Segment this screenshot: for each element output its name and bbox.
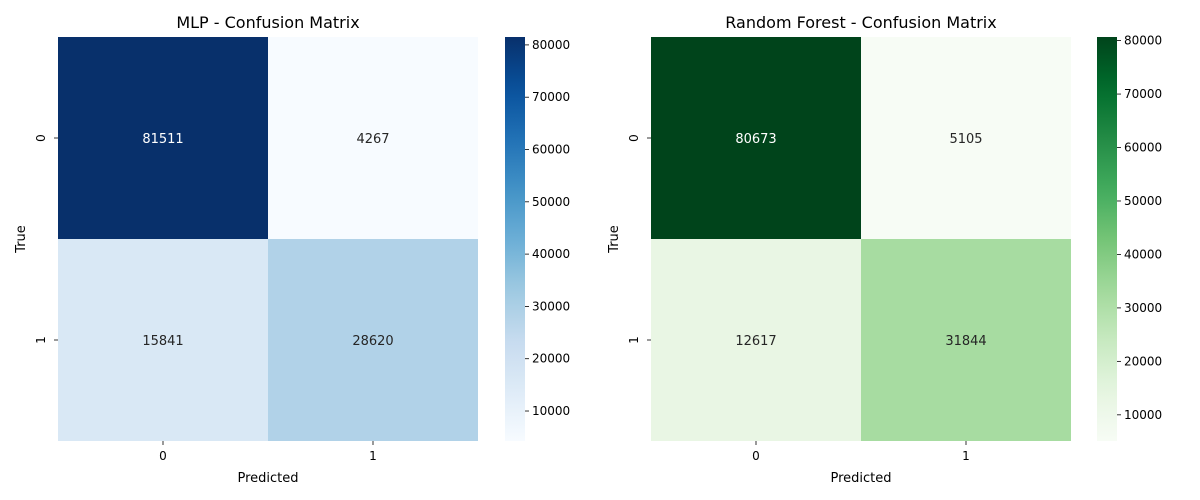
mlp-y-axis-label: True [14, 225, 29, 254]
rf-y-tick-label: 0 [627, 134, 641, 142]
mlp-heatmap: MLP - Confusion Matrix 81511 4267 15841 2862… [14, 13, 570, 486]
rf-x-axis-label: Predicted [830, 471, 891, 486]
rf-colorbar-tick-label: 30000 [1124, 301, 1162, 315]
mlp-cell-label-1-0: 15841 [142, 334, 183, 349]
rf-cell-label-0-0: 80673 [735, 132, 776, 147]
mlp-x-tick-label: 1 [369, 449, 377, 463]
mlp-cell-label-0-0: 81511 [142, 132, 183, 147]
rf-colorbar-tick-label: 40000 [1124, 247, 1162, 261]
mlp-y-tick-label: 1 [34, 336, 48, 344]
mlp-colorbar-tick-label: 30000 [532, 299, 570, 313]
mlp-colorbar-tick-label: 50000 [532, 195, 570, 209]
mlp-colorbar-tick-label: 70000 [532, 90, 570, 104]
rf-colorbar-tick-label: 20000 [1124, 354, 1162, 368]
mlp-colorbar-tick-label: 40000 [532, 247, 570, 261]
mlp-cell-0-1 [268, 37, 478, 239]
rf-colorbar-tick-label: 60000 [1124, 141, 1162, 155]
rf-cell-label-1-1: 31844 [945, 334, 986, 349]
mlp-cell-1-1 [268, 239, 478, 441]
mlp-y-tick-label: 0 [34, 134, 48, 142]
mlp-cell-0-0 [58, 37, 268, 239]
mlp-colorbar-tick-label: 80000 [532, 38, 570, 52]
rf-colorbar-tick-label: 50000 [1124, 194, 1162, 208]
mlp-x-tick-label: 0 [159, 449, 167, 463]
mlp-cell-label-0-1: 4267 [356, 132, 389, 147]
mlp-cell-1-0 [58, 239, 268, 441]
rf-colorbar-tick-label: 10000 [1124, 408, 1162, 422]
rf-cell-0-1 [861, 37, 1071, 239]
rf-cell-label-1-0: 12617 [735, 334, 776, 349]
mlp-colorbar [505, 37, 525, 441]
rf-colorbar [1097, 37, 1117, 441]
rf-colorbar-tick-label: 70000 [1124, 87, 1162, 101]
rf-x-tick-label: 1 [962, 449, 970, 463]
rf-y-tick-label: 1 [627, 336, 641, 344]
rf-cell-0-0 [651, 37, 861, 239]
rf-cell-label-0-1: 5105 [949, 132, 982, 147]
mlp-cell-label-1-1: 28620 [352, 334, 393, 349]
rf-title: Random Forest - Confusion Matrix [725, 13, 996, 32]
mlp-colorbar-tick-label: 10000 [532, 404, 570, 418]
rf-heatmap: Random Forest - Confusion Matrix 80673 510… [607, 13, 1162, 486]
mlp-colorbar-tick-label: 20000 [532, 352, 570, 366]
mlp-x-axis-label: Predicted [237, 471, 298, 486]
rf-y-axis-label: True [607, 225, 622, 254]
rf-cell-1-0 [651, 239, 861, 441]
rf-cell-1-1 [861, 239, 1071, 441]
rf-x-tick-label: 0 [752, 449, 760, 463]
mlp-title: MLP - Confusion Matrix [176, 13, 359, 32]
rf-colorbar-tick-label: 80000 [1124, 34, 1162, 48]
mlp-colorbar-tick-label: 60000 [532, 143, 570, 157]
